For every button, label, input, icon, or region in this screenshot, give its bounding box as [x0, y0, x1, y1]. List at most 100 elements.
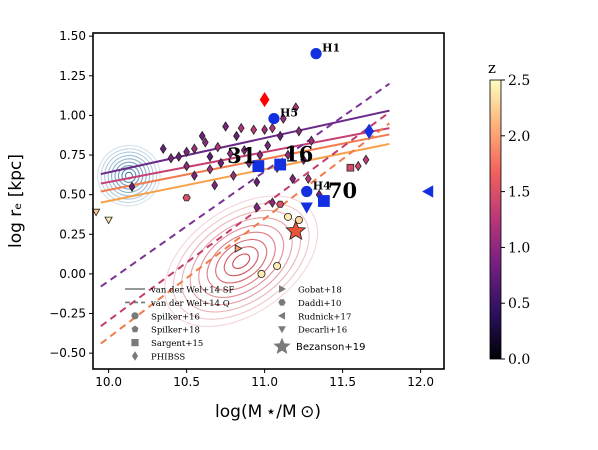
data-points — [91, 91, 434, 278]
colorbar: z 0.0 0.5 1.0 1.5 2.0 2.5 — [488, 59, 530, 368]
highlight-h1 — [310, 48, 322, 60]
sargent-15-point — [346, 163, 355, 172]
phibss-point — [279, 113, 287, 124]
y-tick-label: 0.50 — [59, 188, 86, 202]
highlight-label: H1 — [322, 42, 340, 55]
phibss-point — [295, 126, 303, 137]
decarli-16-point — [104, 216, 113, 225]
daddi-10-point — [276, 200, 285, 208]
legend-label: van der Wel+14 SF — [150, 286, 235, 296]
phibss-point — [201, 137, 209, 148]
highlight-label: H5 — [280, 107, 298, 120]
x-tick-label: 10.5 — [173, 375, 200, 389]
phibss-point — [128, 181, 136, 192]
phibss-point — [222, 121, 229, 132]
spilker-16-point — [257, 269, 266, 278]
sf-relation-line — [100, 142, 390, 204]
phibss-point — [206, 164, 214, 175]
legend-marker — [131, 338, 139, 347]
colorbar-tick-label: 0.5 — [508, 296, 530, 312]
legend-label: van der Wel+14 Q — [150, 299, 230, 309]
legend-marker — [278, 299, 286, 306]
legend-marker — [278, 285, 287, 293]
quiescent-contour — [172, 202, 310, 320]
phibss-point — [289, 173, 297, 185]
star-point — [285, 220, 307, 241]
diamond-point — [364, 123, 374, 139]
highlight-label: 16 — [284, 142, 313, 167]
highlight-h5 — [268, 112, 280, 125]
phibss-point — [159, 143, 167, 154]
x-tick-label: 11.0 — [251, 375, 278, 389]
sf-relation-line — [100, 127, 390, 185]
x-axis-label: log(M ⋆/M ⊙) — [215, 402, 321, 422]
legend-label: Rudnick+17 — [298, 312, 351, 322]
gobat-18-point — [234, 244, 243, 253]
x-axis-ticks: 10.0 10.5 11.0 11.5 12.0 — [95, 369, 434, 389]
legend-label: Spilker+16 — [151, 312, 200, 322]
phibss-point — [183, 146, 190, 158]
colorbar-tick-label: 2.0 — [508, 129, 530, 145]
phibss-point — [217, 157, 225, 169]
plot-frame — [92, 32, 445, 370]
quiescent-contour — [164, 195, 319, 328]
highlight-31 — [252, 160, 265, 173]
spilker-16-point — [273, 261, 282, 270]
phibss-point — [253, 202, 261, 213]
legend-label: Decarli+16 — [298, 326, 347, 336]
phibss-point — [354, 160, 362, 172]
star-forming-contour — [111, 158, 147, 193]
quiescent-contour — [215, 238, 268, 284]
legend-marker — [277, 311, 286, 320]
legend-marker — [131, 351, 139, 361]
phibss-point — [191, 170, 198, 181]
legend: van der Wel+14 SF van der Wel+14 Q Spilker… — [125, 285, 366, 363]
highlight-label: 31 — [227, 143, 256, 168]
legend-label: Bezanson+19 — [296, 342, 366, 353]
colorbar-ticks: 0.0 0.5 1.0 1.5 2.0 2.5 — [501, 73, 530, 368]
x-tick-label: 10.0 — [95, 375, 122, 389]
y-tick-label: 1.50 — [59, 29, 86, 43]
spilker-16-point — [294, 216, 303, 225]
legend-marker — [273, 337, 291, 354]
x-tick-label: 12.0 — [407, 375, 434, 389]
legend-label: Daddi+10 — [298, 299, 341, 309]
legend-label: PHIBSS — [151, 353, 185, 363]
phibss-point — [269, 122, 276, 134]
colorbar-label: z — [488, 59, 496, 77]
star-forming-contour — [97, 144, 161, 207]
triangle-down-point — [300, 202, 313, 214]
sf-relation-line — [100, 109, 390, 176]
phibss-point — [269, 197, 276, 208]
y-tick-label: −0.25 — [49, 307, 86, 321]
legend-label: Spilker+18 — [151, 326, 200, 336]
y-tick-label: 1.25 — [59, 69, 86, 83]
highlight-label: 70 — [328, 178, 357, 203]
decarli-16-point — [91, 208, 101, 217]
phibss-point — [253, 176, 261, 188]
phibss-point — [175, 151, 183, 162]
sf-relation-line — [100, 133, 390, 193]
phibss-point — [237, 122, 245, 134]
spilker-16-point — [283, 212, 292, 221]
phibss-point — [167, 152, 175, 164]
phibss-point — [264, 140, 272, 151]
legend-marker — [131, 312, 139, 320]
diamond-point — [259, 91, 270, 108]
phibss-point — [240, 145, 248, 156]
phibss-point — [206, 151, 214, 162]
phibss-point — [230, 170, 237, 181]
q-relation-line — [100, 82, 390, 288]
phibss-point — [300, 154, 307, 166]
y-tick-label: −0.50 — [49, 346, 86, 360]
q-relation-line — [100, 122, 391, 345]
phibss-point — [226, 148, 234, 159]
legend-marker — [278, 326, 286, 334]
highlight-h4 — [301, 185, 313, 198]
phibss-point — [308, 135, 315, 147]
colorbar-tick-label: 2.5 — [508, 73, 530, 89]
y-tick-label: 0.25 — [59, 227, 86, 241]
phibss-point — [191, 143, 198, 154]
phibss-point — [362, 154, 370, 166]
